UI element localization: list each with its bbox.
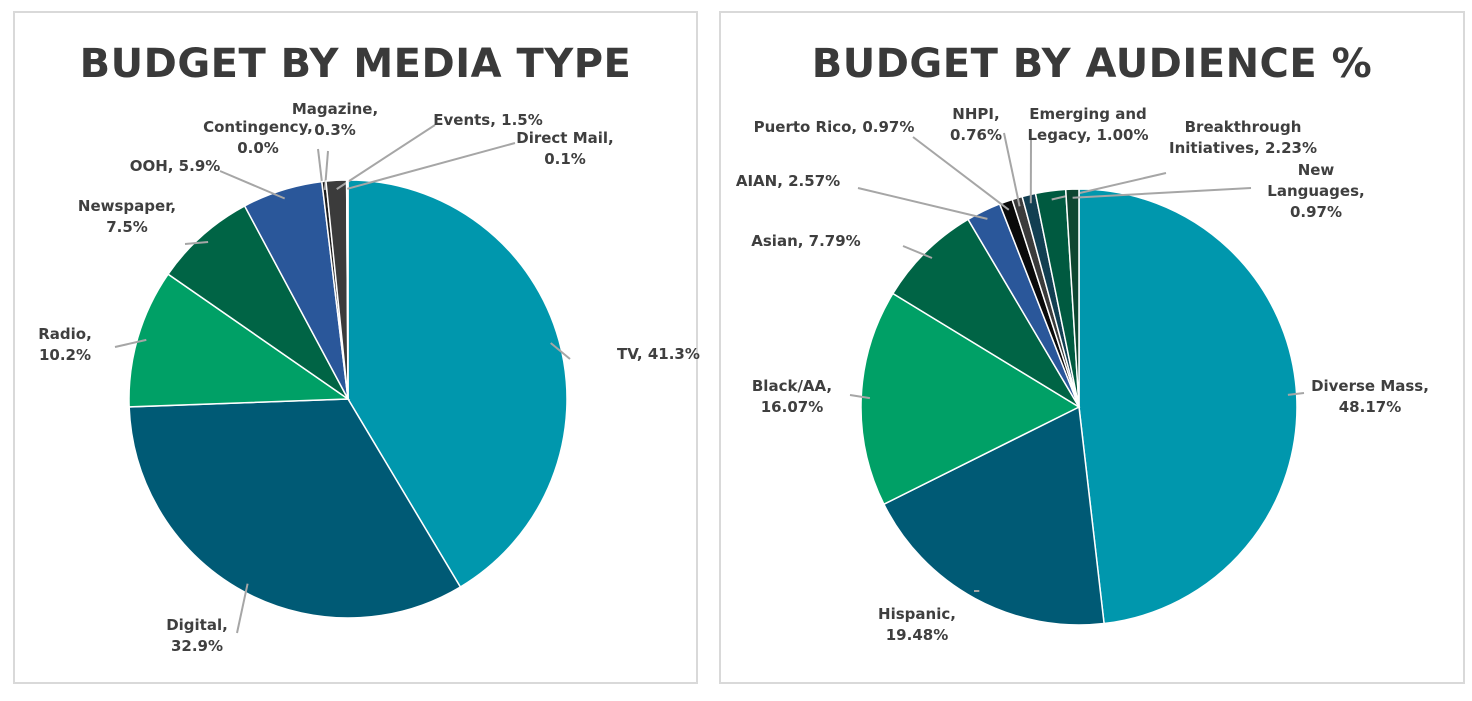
leader-line [184,241,209,245]
leader-line [1072,187,1252,199]
slice-tv [347,179,568,588]
data-label: Direct Mail, 0.1% [516,129,613,168]
data-label: Black/AA, 16.07% [752,377,832,416]
leader-line [236,583,249,634]
slice-asian [891,218,1080,408]
data-label: Emerging and Legacy, 1.00% [1027,105,1148,144]
data-label: Puerto Rico, 0.97% [754,118,915,136]
data-label: Newspaper, 7.5% [78,197,176,236]
leader-line [902,245,933,259]
leader-line [114,338,147,348]
chart-title: BUDGET BY AUDIENCE % [811,41,1373,87]
audience-pie-chart: Diverse Mass, 48.17% Hispanic, 19.48% Black/… [736,105,1429,644]
data-label: Breakthrough Initiatives, 2.23% [1169,118,1317,157]
data-label: Events, 1.5% [433,111,543,129]
slice-new-languages [1064,188,1080,408]
leader-line [550,342,571,360]
data-label: New Languages, 0.97% [1267,161,1364,221]
data-label: OOH, 5.9% [130,157,221,175]
slice-diverse-mass [1078,188,1298,625]
slice-newspaper [167,204,349,400]
slice-radio [128,273,351,408]
chart-title: BUDGET BY MEDIA TYPE [79,41,632,87]
leader-line [1287,392,1305,396]
data-label: Diverse Mass, 48.17% [1311,377,1429,416]
audience-chart-panel: BUDGET BY AUDIENCE % Diverse Mass, 48.17%… [719,11,1465,684]
data-label: TV, 41.3% [617,345,700,363]
leader-line [857,187,988,220]
data-label: Contingency, 0.0% [203,118,313,157]
media-type-chart-panel: BUDGET BY MEDIA TYPE TV, 41.3% Digital, 32… [13,11,700,684]
leader-line [849,394,871,400]
leader-line [1003,132,1021,207]
slice-hispanic [882,405,1105,626]
leader-line [336,124,436,190]
data-label: Radio, 10.2% [38,325,92,364]
data-label: Digital, 32.9% [166,616,228,655]
media-type-pie-chart: TV, 41.3% Digital, 32.9% Radio, 10.2% Newspap… [38,100,700,655]
slice-direct-mail [345,179,349,400]
data-label: NHPI, 0.76% [950,105,1002,144]
leader-line [323,150,329,191]
data-label: Hispanic, 19.48% [878,605,956,644]
data-label: Magazine, 0.3% [292,100,378,139]
leader-line [912,136,1010,211]
leader-line [347,142,516,190]
slice-digital [128,398,462,619]
data-label: AIAN, 2.57% [736,172,840,190]
leader-line [219,170,286,200]
data-label: Asian, 7.79% [751,232,860,250]
